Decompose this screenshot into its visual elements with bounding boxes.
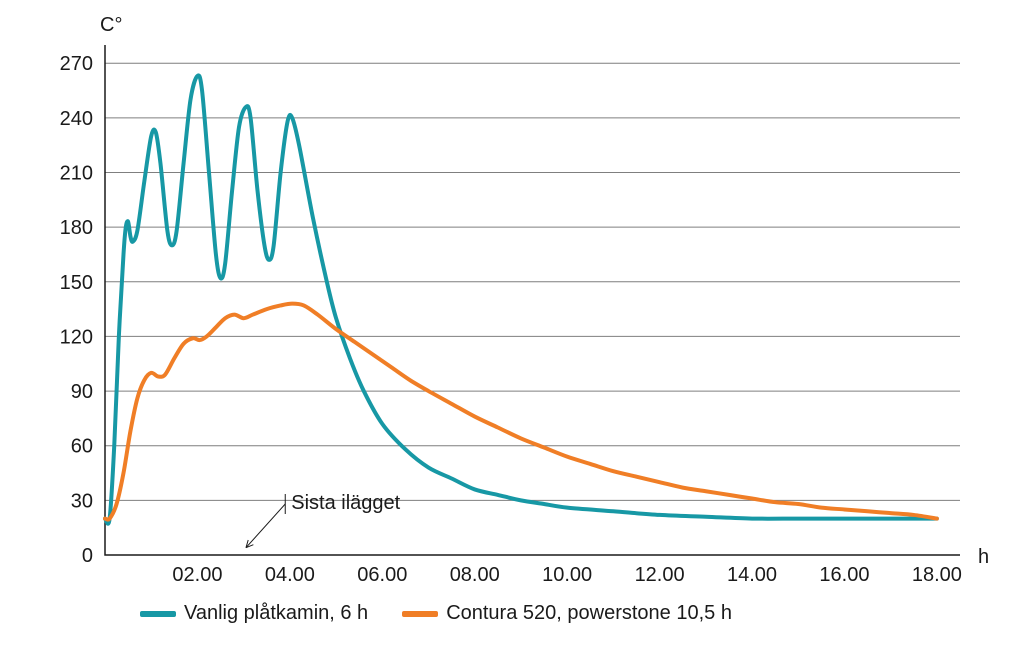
chart-legend: Vanlig plåtkamin, 6 h Contura 520, powers…	[140, 602, 732, 625]
legend-label: Contura 520, powerstone 10,5 h	[446, 602, 732, 625]
legend-item-contura: Contura 520, powerstone 10,5 h	[402, 602, 732, 625]
annotation-leader	[246, 504, 285, 548]
y-tick-label: 270	[60, 53, 93, 75]
x-tick-label: 16.00	[819, 564, 869, 586]
legend-label: Vanlig plåtkamin, 6 h	[184, 602, 368, 625]
x-tick-label: 06.00	[357, 564, 407, 586]
y-tick-label: 150	[60, 272, 93, 294]
y-tick-label: 240	[60, 108, 93, 130]
y-tick-label: 90	[71, 381, 93, 403]
x-tick-label: 04.00	[265, 564, 315, 586]
y-tick-label: 30	[71, 490, 93, 512]
y-tick-label: 60	[71, 436, 93, 458]
y-tick-label: 180	[60, 217, 93, 239]
x-tick-label: 12.00	[635, 564, 685, 586]
x-tick-label: 10.00	[542, 564, 592, 586]
y-tick-label: 120	[60, 326, 93, 348]
x-tick-label: 18.00	[912, 564, 962, 586]
x-tick-label: 02.00	[172, 564, 222, 586]
axes	[105, 45, 960, 555]
chart-svg: 0 30 60 90 120 150 180 210 240 270 02.00 04.00 06.00…	[0, 0, 1010, 650]
x-tick-label: 08.00	[450, 564, 500, 586]
y-axis-title: C°	[100, 14, 122, 37]
annotation-label: Sista ilägget	[291, 492, 400, 515]
series-vanlig	[105, 75, 937, 523]
x-tick-label: 14.00	[727, 564, 777, 586]
legend-item-vanlig: Vanlig plåtkamin, 6 h	[140, 602, 368, 625]
legend-swatch	[402, 611, 438, 617]
y-tick-label: 210	[60, 163, 93, 185]
x-axis-title: h	[978, 546, 989, 569]
y-tick-label: 0	[82, 545, 93, 567]
heat-chart: 0 30 60 90 120 150 180 210 240 270 02.00 04.00 06.00…	[0, 0, 1010, 650]
legend-swatch	[140, 611, 176, 617]
